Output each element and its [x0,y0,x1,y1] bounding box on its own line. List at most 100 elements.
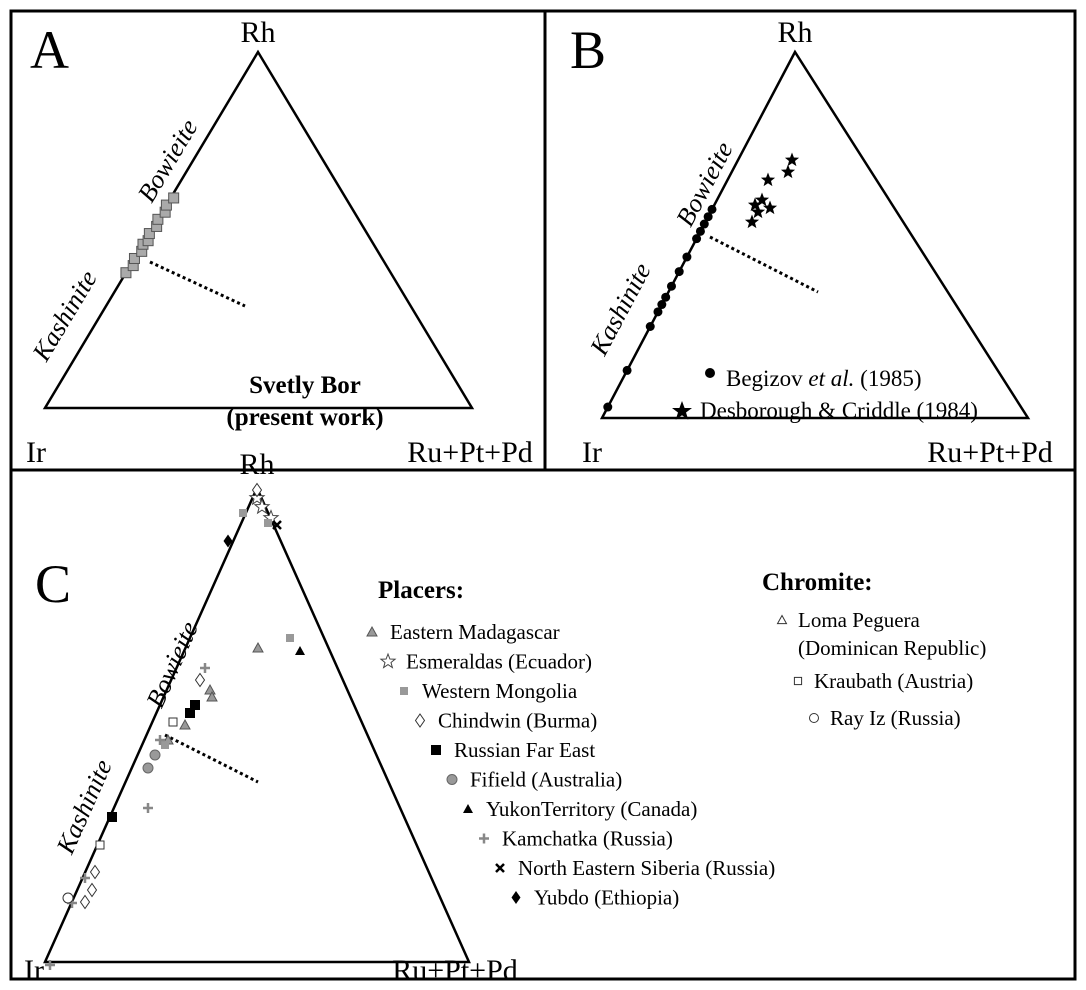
marker [511,891,521,904]
marker [645,322,655,331]
legend-title: Placers: [378,577,464,604]
triangle [42,49,475,410]
marker [194,672,206,688]
legend: Eastern Madagascar Esmeraldas (Ecuador) We… [366,608,986,910]
marker [62,892,74,904]
boundary [149,260,246,308]
marker [414,713,426,728]
left-label: Ir [26,436,46,469]
legend-entry: Desborough & Criddle (1984) [700,398,978,423]
marker [657,300,667,310]
marker [366,625,378,637]
marker [666,281,676,291]
marker [653,307,663,317]
marker [239,509,247,517]
marker [45,960,55,970]
legend-entry: Russian Far East [454,738,595,762]
marker [160,199,172,211]
left-label: Ir [582,436,602,469]
marker [206,690,218,702]
panel-b: B Rh Ir Ru+Pt+Pd Bowieite Kashinite Begi… [570,16,1053,469]
marker [79,894,91,910]
legend-entry: Ray Iz (Russia) [830,706,961,730]
marker [142,762,154,774]
edge-label: Kashinite [584,258,657,361]
marker [251,482,263,498]
apex-label: Rh [239,448,274,481]
marker [661,292,671,302]
marker [463,804,473,813]
marker [622,365,632,375]
left-label: Ir [24,954,44,987]
panel-label: C [35,554,71,614]
legend-marker [705,368,715,378]
points [45,482,305,970]
marker [95,840,105,850]
marker [809,713,819,723]
marker [674,267,684,277]
marker [695,226,705,236]
marker [446,774,458,785]
marker [379,652,397,669]
marker [750,204,766,219]
marker [168,717,178,727]
right-label: Ru+Pt+Pd [392,954,518,987]
legend-entry: (Dominican Republic) [798,636,986,660]
legend-entry: Esmeraldas (Ecuador) [406,650,592,674]
points [603,152,800,412]
legend-entry: Kamchatka (Russia) [502,827,673,851]
marker [754,192,770,207]
marker [682,252,692,262]
marker [760,172,776,187]
marker [479,833,489,844]
legend-entry: Eastern Madagascar [390,620,560,644]
legend-entry: Chindwin (Burma) [438,709,597,733]
panel-label: A [30,20,69,80]
marker [603,402,613,412]
marker [143,228,155,240]
marker [252,641,264,653]
apex-label: Rh [240,16,275,49]
panel-label: B [570,20,606,80]
marker [692,234,702,244]
marker [253,498,271,515]
points [120,192,180,279]
legend-entry: North Eastern Siberia (Russia) [518,856,775,880]
marker [168,192,180,204]
legend-entry: Loma Peguera [798,608,921,632]
edge-label: Bowieite [140,617,203,712]
marker [120,267,132,279]
marker [264,519,272,527]
legend-marker [672,401,692,420]
marker [161,741,169,749]
marker [190,700,200,710]
legend-entry: YukonTerritory (Canada) [486,797,697,821]
marker [495,863,505,873]
right-label: Ru+Pt+Pd [927,436,1053,469]
legend-entry: Western Mongolia [422,679,578,703]
apex-label: Rh [777,16,812,49]
marker [744,214,760,229]
marker [431,745,441,755]
marker [699,219,709,229]
marker [204,683,216,695]
marker [784,152,800,167]
edge-label: Kashinite [50,755,117,859]
marker [400,687,408,695]
marker [149,749,161,761]
note: Svetly Bor [249,372,361,399]
marker [143,803,153,813]
marker [80,873,90,883]
edge-label: Kashinite [26,265,103,366]
legend-entry: Yubdo (Ethiopia) [534,886,679,910]
marker [703,212,713,222]
marker [762,200,778,215]
marker [179,718,191,730]
marker [780,164,796,179]
marker [747,197,763,212]
triangle [43,484,471,964]
triangle [599,49,1031,420]
note: (present work) [226,404,383,431]
marker [152,213,164,225]
